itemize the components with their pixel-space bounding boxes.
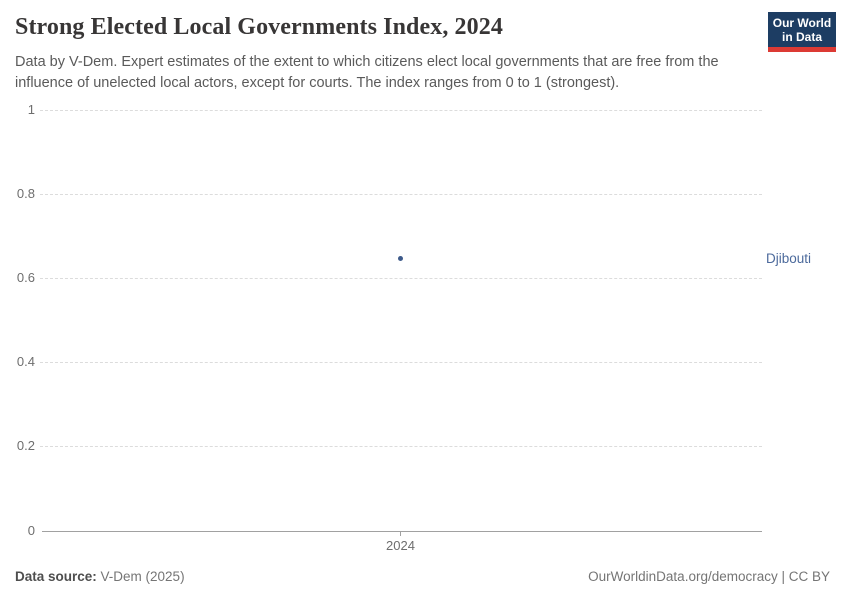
footer-data-source-value: V-Dem (2025) — [96, 569, 185, 584]
gridline-0-2 — [40, 446, 762, 447]
owid-logo-box: Our World in Data — [768, 12, 836, 47]
y-tick-label-0: 0 — [27, 523, 35, 538]
gridline-0-4 — [40, 362, 762, 363]
x-axis-line — [42, 531, 762, 532]
y-tick-label-1: 1 — [27, 102, 35, 117]
chart-title: Strong Elected Local Governments Index, … — [15, 14, 503, 40]
gridline-1 — [40, 110, 762, 111]
x-tick-mark-2024 — [400, 531, 401, 536]
gridline-0-8 — [40, 194, 762, 195]
owid-logo-accent-bar — [768, 47, 836, 52]
x-tick-label-2024: 2024 — [386, 538, 415, 553]
footer-data-source-label: Data source: — [15, 569, 97, 584]
footer-data-source: Data source: V-Dem (2025) — [15, 569, 185, 584]
y-tick-label-0-2: 0.2 — [16, 438, 35, 453]
owid-logo-line2: in Data — [781, 30, 822, 44]
owid-logo-line1: Our World — [772, 16, 832, 30]
y-tick-label-0-4: 0.4 — [16, 354, 35, 369]
entity-label-djibouti[interactable]: Djibouti — [766, 251, 812, 266]
y-tick-label-0-8: 0.8 — [16, 186, 35, 201]
y-tick-label-0-6: 0.6 — [16, 270, 35, 285]
gridline-0-6 — [40, 278, 762, 279]
owid-logo[interactable]: Our World in Data — [768, 12, 836, 52]
chart-subtitle: Data by V-Dem. Expert estimates of the e… — [15, 54, 719, 91]
data-point-djibouti-2024[interactable] — [398, 256, 403, 261]
footer-license-link[interactable]: OurWorldinData.org/democracy | CC BY — [588, 569, 830, 584]
